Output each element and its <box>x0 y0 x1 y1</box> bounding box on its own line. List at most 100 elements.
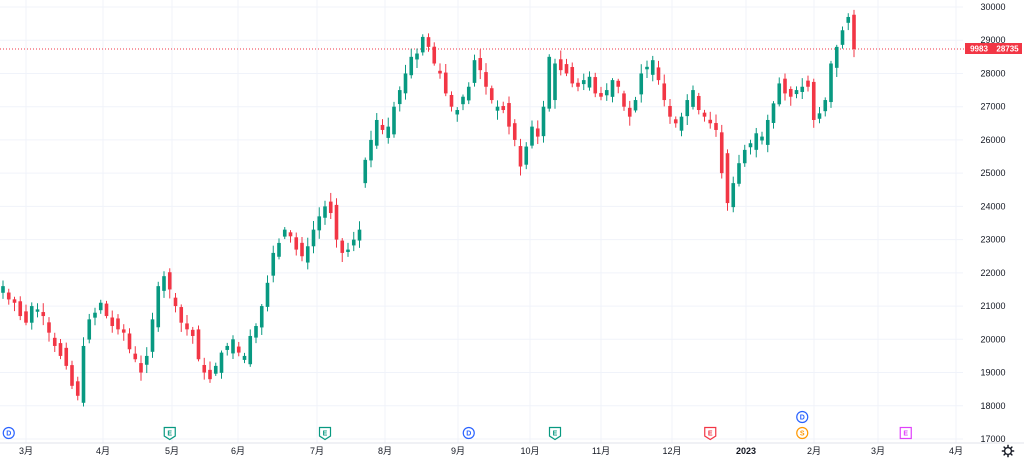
candle[interactable] <box>599 86 603 101</box>
candle[interactable] <box>788 86 793 106</box>
event-marker-e[interactable]: E <box>318 426 332 441</box>
candle[interactable] <box>121 324 126 341</box>
candle[interactable] <box>87 313 92 344</box>
candle[interactable] <box>35 303 40 318</box>
candle[interactable] <box>265 275 270 312</box>
candle[interactable] <box>167 268 172 299</box>
candle[interactable] <box>691 85 695 110</box>
candle[interactable] <box>81 337 86 407</box>
candle[interactable] <box>737 154 741 187</box>
event-marker-e[interactable]: E <box>899 426 912 440</box>
candle[interactable] <box>627 100 632 126</box>
candle[interactable] <box>466 82 471 105</box>
candle[interactable] <box>558 50 563 76</box>
candle[interactable] <box>363 157 368 188</box>
candle[interactable] <box>110 310 115 333</box>
candle[interactable] <box>811 78 816 128</box>
candle[interactable] <box>696 92 701 115</box>
candle[interactable] <box>461 94 465 111</box>
candle[interactable] <box>116 314 120 335</box>
candle[interactable] <box>173 293 178 313</box>
candle[interactable] <box>760 131 764 145</box>
candle[interactable] <box>277 238 281 260</box>
candle[interactable] <box>771 101 776 129</box>
candle[interactable] <box>489 85 494 104</box>
candle[interactable] <box>742 144 747 167</box>
candle[interactable] <box>449 91 454 112</box>
event-marker-e[interactable]: E <box>548 426 562 441</box>
event-marker-d[interactable]: D <box>2 426 15 440</box>
candle[interactable] <box>829 60 833 108</box>
candle[interactable] <box>351 231 356 252</box>
candle[interactable] <box>288 230 293 243</box>
candle[interactable] <box>668 98 672 124</box>
candle[interactable] <box>369 130 373 168</box>
candle[interactable] <box>604 83 609 101</box>
candle[interactable] <box>673 116 678 128</box>
candle[interactable] <box>156 281 161 332</box>
candle[interactable] <box>340 238 345 263</box>
candle[interactable] <box>783 73 787 101</box>
candle[interactable] <box>731 176 736 213</box>
candle[interactable] <box>547 54 552 112</box>
candle[interactable] <box>392 101 396 138</box>
candle[interactable] <box>840 26 845 49</box>
candle[interactable] <box>346 242 350 257</box>
candle[interactable] <box>409 48 414 79</box>
candle[interactable] <box>75 376 80 401</box>
candle[interactable] <box>438 63 442 79</box>
candle[interactable] <box>478 49 483 80</box>
candle[interactable] <box>93 307 97 326</box>
candle[interactable] <box>305 237 310 270</box>
candle[interactable] <box>70 360 74 389</box>
candle[interactable] <box>455 107 460 122</box>
candle[interactable] <box>777 77 782 107</box>
candle[interactable] <box>725 149 730 211</box>
candle[interactable] <box>748 139 753 155</box>
candle[interactable] <box>719 124 724 179</box>
candle[interactable] <box>236 341 241 357</box>
event-marker-d[interactable]: D <box>796 410 809 424</box>
candle[interactable] <box>817 107 822 124</box>
time-axis[interactable]: 3月 4月 5月 6月 7月 8月 9月 10月 11月 12月 2023 2月 3月 4月 <box>19 446 963 456</box>
candle[interactable] <box>708 111 713 129</box>
candle[interactable] <box>380 119 385 135</box>
candle[interactable] <box>179 304 184 332</box>
candle[interactable] <box>662 74 667 107</box>
candle[interactable] <box>323 200 327 225</box>
candle[interactable] <box>104 300 109 319</box>
candle[interactable] <box>622 90 626 111</box>
candle[interactable] <box>47 317 51 342</box>
candle[interactable] <box>656 60 661 85</box>
candle[interactable] <box>512 119 517 147</box>
candle[interactable] <box>714 114 718 137</box>
candle[interactable] <box>639 64 644 103</box>
candle[interactable] <box>420 34 425 56</box>
candle[interactable] <box>254 323 258 344</box>
price-axis[interactable]: 17000 18000 19000 20000 21000 22000 23000 24000… <box>980 2 1005 444</box>
candle[interactable] <box>334 198 339 248</box>
candle[interactable] <box>98 299 103 314</box>
candle[interactable] <box>300 236 304 262</box>
candle[interactable] <box>443 64 448 97</box>
candle[interactable] <box>581 73 586 91</box>
candle[interactable] <box>150 312 155 358</box>
candle[interactable] <box>231 335 235 359</box>
event-markers[interactable]: D E E D E E S D E <box>2 410 912 441</box>
candle[interactable] <box>202 357 207 380</box>
candle[interactable] <box>208 361 212 383</box>
candle[interactable] <box>472 54 477 87</box>
candle[interactable] <box>24 304 28 326</box>
candle[interactable] <box>317 207 322 239</box>
candle[interactable] <box>225 342 230 356</box>
candle[interactable] <box>834 44 839 77</box>
candle[interactable] <box>541 100 546 143</box>
candle[interactable] <box>610 78 615 103</box>
candle[interactable] <box>12 296 17 312</box>
candle[interactable] <box>133 346 138 363</box>
candle[interactable] <box>248 329 253 367</box>
candle[interactable] <box>242 352 247 364</box>
candle[interactable] <box>374 113 379 149</box>
candle[interactable] <box>282 227 287 240</box>
